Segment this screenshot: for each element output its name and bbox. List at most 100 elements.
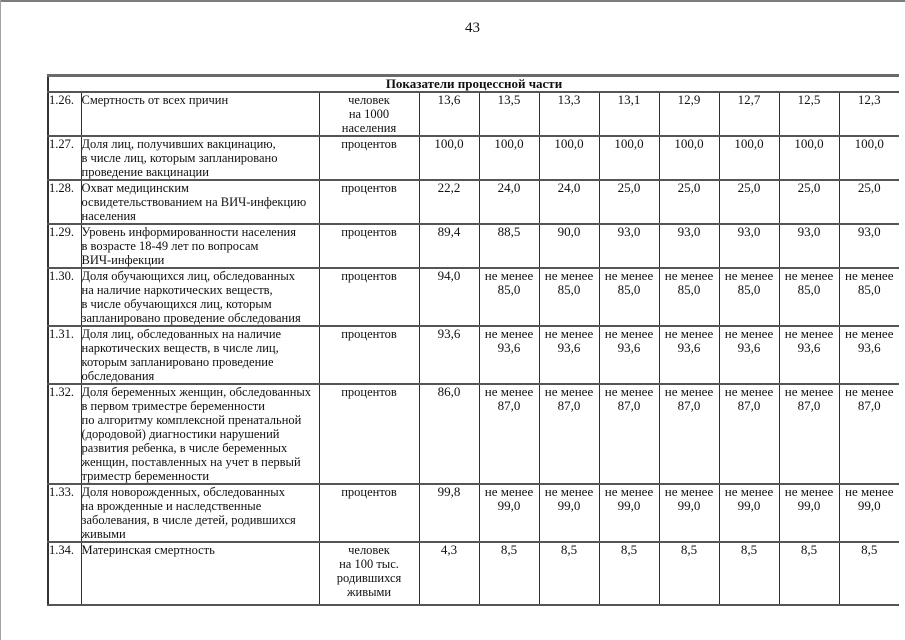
value-cell: 100,0	[598, 135, 660, 181]
table-row: 1.27. Доля лиц, получивших вакцинацию, в…	[47, 135, 899, 181]
value-cell: не менее 85,0	[778, 267, 840, 327]
value-cell: 90,0	[538, 223, 600, 269]
value-cell: 8,5	[598, 541, 660, 606]
value-cell: 93,0	[718, 223, 780, 269]
value-cell: 99,8	[418, 483, 480, 543]
value-cell: не менее 99,0	[838, 483, 899, 543]
value-cell: 13,1	[598, 91, 660, 137]
value-cell: не менее 99,0	[778, 483, 840, 543]
value-cell: 93,0	[658, 223, 720, 269]
value-cell: не менее 87,0	[538, 383, 600, 485]
table-row: 1.30. Доля обучающихся лиц, обследованны…	[47, 267, 899, 327]
table-row: 1.33. Доля новорожденных, обследованных …	[47, 483, 899, 543]
value-cell: не менее 87,0	[718, 383, 780, 485]
value-cell: не менее 93,6	[538, 325, 600, 385]
value-cell: 93,0	[598, 223, 660, 269]
value-cell: не менее 87,0	[838, 383, 899, 485]
table-row: 1.28. Охват медицинским освидетельствова…	[47, 179, 899, 225]
value-cell: не менее 85,0	[478, 267, 540, 327]
value-cell: 13,5	[478, 91, 540, 137]
value-cell: 8,5	[838, 541, 899, 606]
row-number-cell: 1.32.	[47, 383, 82, 485]
value-cell: 12,7	[718, 91, 780, 137]
value-cell: 100,0	[658, 135, 720, 181]
value-cell: 88,5	[478, 223, 540, 269]
unit-cell: процентов	[318, 267, 420, 327]
value-cell: не менее 93,6	[478, 325, 540, 385]
unit-cell: процентов	[318, 223, 420, 269]
table-row: 1.32. Доля беременных женщин, обследован…	[47, 383, 899, 485]
value-cell: 12,5	[778, 91, 840, 137]
indicator-name-cell: Доля беременных женщин, обследованных в …	[80, 383, 320, 485]
value-cell: не менее 87,0	[658, 383, 720, 485]
scan-artifact-left-edge	[0, 0, 1, 640]
page-number: 43	[465, 20, 480, 36]
value-cell: 25,0	[658, 179, 720, 225]
row-number-cell: 1.31.	[47, 325, 82, 385]
value-cell: не менее 99,0	[598, 483, 660, 543]
value-cell: 100,0	[778, 135, 840, 181]
value-cell: 25,0	[838, 179, 899, 225]
value-cell: 100,0	[718, 135, 780, 181]
value-cell: 8,5	[658, 541, 720, 606]
value-cell: не менее 99,0	[478, 483, 540, 543]
value-cell: 8,5	[538, 541, 600, 606]
value-cell: 13,3	[538, 91, 600, 137]
value-cell: 13,6	[418, 91, 480, 137]
value-cell: не менее 85,0	[538, 267, 600, 327]
row-number-cell: 1.29.	[47, 223, 82, 269]
value-cell: 22,2	[418, 179, 480, 225]
value-cell: 8,5	[778, 541, 840, 606]
table-row: 1.26. Смертность от всех причин человек …	[47, 91, 899, 137]
value-cell: не менее 99,0	[538, 483, 600, 543]
value-cell: 100,0	[538, 135, 600, 181]
value-cell: не менее 93,6	[778, 325, 840, 385]
value-cell: не менее 85,0	[658, 267, 720, 327]
value-cell: не менее 93,6	[598, 325, 660, 385]
table-header-row: Показатели процессной части	[47, 74, 899, 93]
value-cell: 12,9	[658, 91, 720, 137]
value-cell: 24,0	[538, 179, 600, 225]
value-cell: 89,4	[418, 223, 480, 269]
table-row: 1.29. Уровень информированности населени…	[47, 223, 899, 269]
row-number-cell: 1.34.	[47, 541, 82, 606]
indicator-name-cell: Доля лиц, получивших вакцинацию, в числе…	[80, 135, 320, 181]
value-cell: не менее 85,0	[718, 267, 780, 327]
value-cell: 94,0	[418, 267, 480, 327]
row-number-cell: 1.33.	[47, 483, 82, 543]
value-cell: 25,0	[598, 179, 660, 225]
value-cell: не менее 99,0	[658, 483, 720, 543]
value-cell: 100,0	[418, 135, 480, 181]
table-row: 1.31. Доля лиц, обследованных на наличие…	[47, 325, 899, 385]
unit-cell: человек на 1000 населения	[318, 91, 420, 137]
value-cell: 25,0	[718, 179, 780, 225]
value-cell: не менее 93,6	[838, 325, 899, 385]
value-cell: не менее 93,6	[658, 325, 720, 385]
row-number-cell: 1.26.	[47, 91, 82, 137]
table-row: 1.34. Материнская смертность человек на …	[47, 541, 899, 606]
value-cell: 86,0	[418, 383, 480, 485]
row-number-cell: 1.28.	[47, 179, 82, 225]
indicators-table: Показатели процессной части 1.26. Смертн…	[47, 74, 899, 606]
indicator-name-cell: Доля лиц, обследованных на наличие нарко…	[80, 325, 320, 385]
unit-cell: процентов	[318, 325, 420, 385]
value-cell: 93,6	[418, 325, 480, 385]
value-cell: 25,0	[778, 179, 840, 225]
unit-cell: процентов	[318, 483, 420, 543]
scan-artifact-top-edge	[0, 0, 905, 2]
value-cell: не менее 99,0	[718, 483, 780, 543]
value-cell: не менее 87,0	[478, 383, 540, 485]
value-cell: 24,0	[478, 179, 540, 225]
unit-cell: процентов	[318, 179, 420, 225]
value-cell: 8,5	[718, 541, 780, 606]
row-number-cell: 1.27.	[47, 135, 82, 181]
indicators-table-container: Показатели процессной части 1.26. Смертн…	[47, 74, 899, 606]
indicator-name-cell: Материнская смертность	[80, 541, 320, 606]
indicator-name-cell: Доля обучающихся лиц, обследованных на н…	[80, 267, 320, 327]
value-cell: не менее 85,0	[838, 267, 899, 327]
value-cell: 12,3	[838, 91, 899, 137]
indicator-name-cell: Доля новорожденных, обследованных на вро…	[80, 483, 320, 543]
value-cell: 93,0	[778, 223, 840, 269]
value-cell: не менее 87,0	[598, 383, 660, 485]
value-cell: 8,5	[478, 541, 540, 606]
